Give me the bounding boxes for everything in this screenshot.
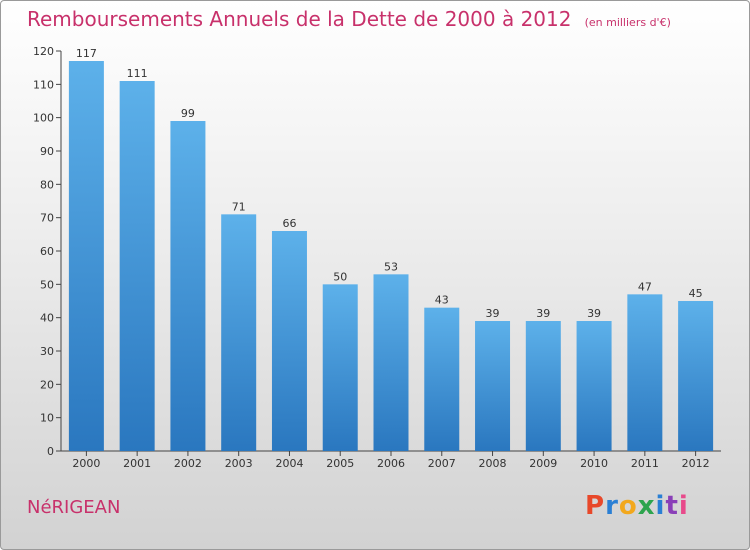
x-tick-label: 2012 — [682, 457, 710, 470]
y-tick-label: 70 — [40, 212, 54, 225]
data-label: 99 — [181, 107, 195, 120]
chart-title: Remboursements Annuels de la Dette de 20… — [27, 7, 572, 31]
x-tick-label: 2002 — [174, 457, 202, 470]
x-tick-label: 2000 — [72, 457, 100, 470]
data-label: 39 — [536, 307, 550, 320]
data-label: 43 — [435, 294, 449, 307]
x-tick-label: 2011 — [631, 457, 659, 470]
bar — [525, 321, 561, 451]
bar — [68, 61, 104, 451]
commune-name: NéRIGEAN — [27, 497, 121, 518]
bar — [678, 301, 714, 451]
x-tick-label: 2003 — [225, 457, 253, 470]
y-tick-label: 100 — [33, 112, 54, 125]
title-row: Remboursements Annuels de la Dette de 20… — [27, 7, 671, 31]
x-tick-label: 2004 — [275, 457, 303, 470]
bar — [576, 321, 612, 451]
bar — [627, 294, 663, 451]
data-label: 47 — [638, 280, 652, 293]
bar — [170, 121, 206, 451]
data-label: 39 — [587, 307, 601, 320]
y-tick-label: 90 — [40, 145, 54, 158]
data-label: 45 — [689, 287, 703, 300]
y-tick-label: 110 — [33, 78, 54, 91]
x-tick-label: 2007 — [428, 457, 456, 470]
y-tick-label: 60 — [40, 245, 54, 258]
data-label: 111 — [127, 67, 148, 80]
y-tick-label: 0 — [47, 445, 54, 458]
y-tick-label: 30 — [40, 345, 54, 358]
x-tick-label: 2005 — [326, 457, 354, 470]
bar — [475, 321, 511, 451]
logo-letter: i — [655, 491, 666, 521]
y-tick-label: 10 — [40, 412, 54, 425]
data-label: 50 — [333, 270, 347, 283]
proxiti-logo: Proxiti — [585, 491, 689, 521]
bar — [119, 81, 155, 451]
y-tick-label: 40 — [40, 312, 54, 325]
data-label: 117 — [76, 47, 97, 60]
bar — [424, 307, 460, 451]
logo-letter: t — [665, 491, 679, 521]
y-tick-label: 50 — [40, 278, 54, 291]
data-label: 39 — [486, 307, 500, 320]
y-tick-label: 20 — [40, 378, 54, 391]
bar — [271, 231, 307, 451]
logo-letter: r — [605, 491, 619, 521]
data-label: 53 — [384, 260, 398, 273]
logo-letter: o — [618, 491, 638, 521]
x-tick-label: 2006 — [377, 457, 405, 470]
x-tick-label: 2010 — [580, 457, 608, 470]
bar — [221, 214, 257, 451]
bar — [373, 274, 409, 451]
bar — [322, 284, 358, 451]
y-tick-label: 120 — [33, 45, 54, 58]
logo-letter: x — [637, 491, 656, 521]
x-tick-label: 2009 — [529, 457, 557, 470]
data-label: 66 — [282, 217, 296, 230]
x-tick-label: 2008 — [479, 457, 507, 470]
x-tick-label: 2001 — [123, 457, 151, 470]
logo-letter: P — [585, 491, 606, 521]
data-label: 71 — [232, 200, 246, 213]
y-tick-label: 80 — [40, 178, 54, 191]
unit-note: (en milliers d'€) — [584, 16, 671, 29]
logo-letter: i — [678, 491, 689, 521]
